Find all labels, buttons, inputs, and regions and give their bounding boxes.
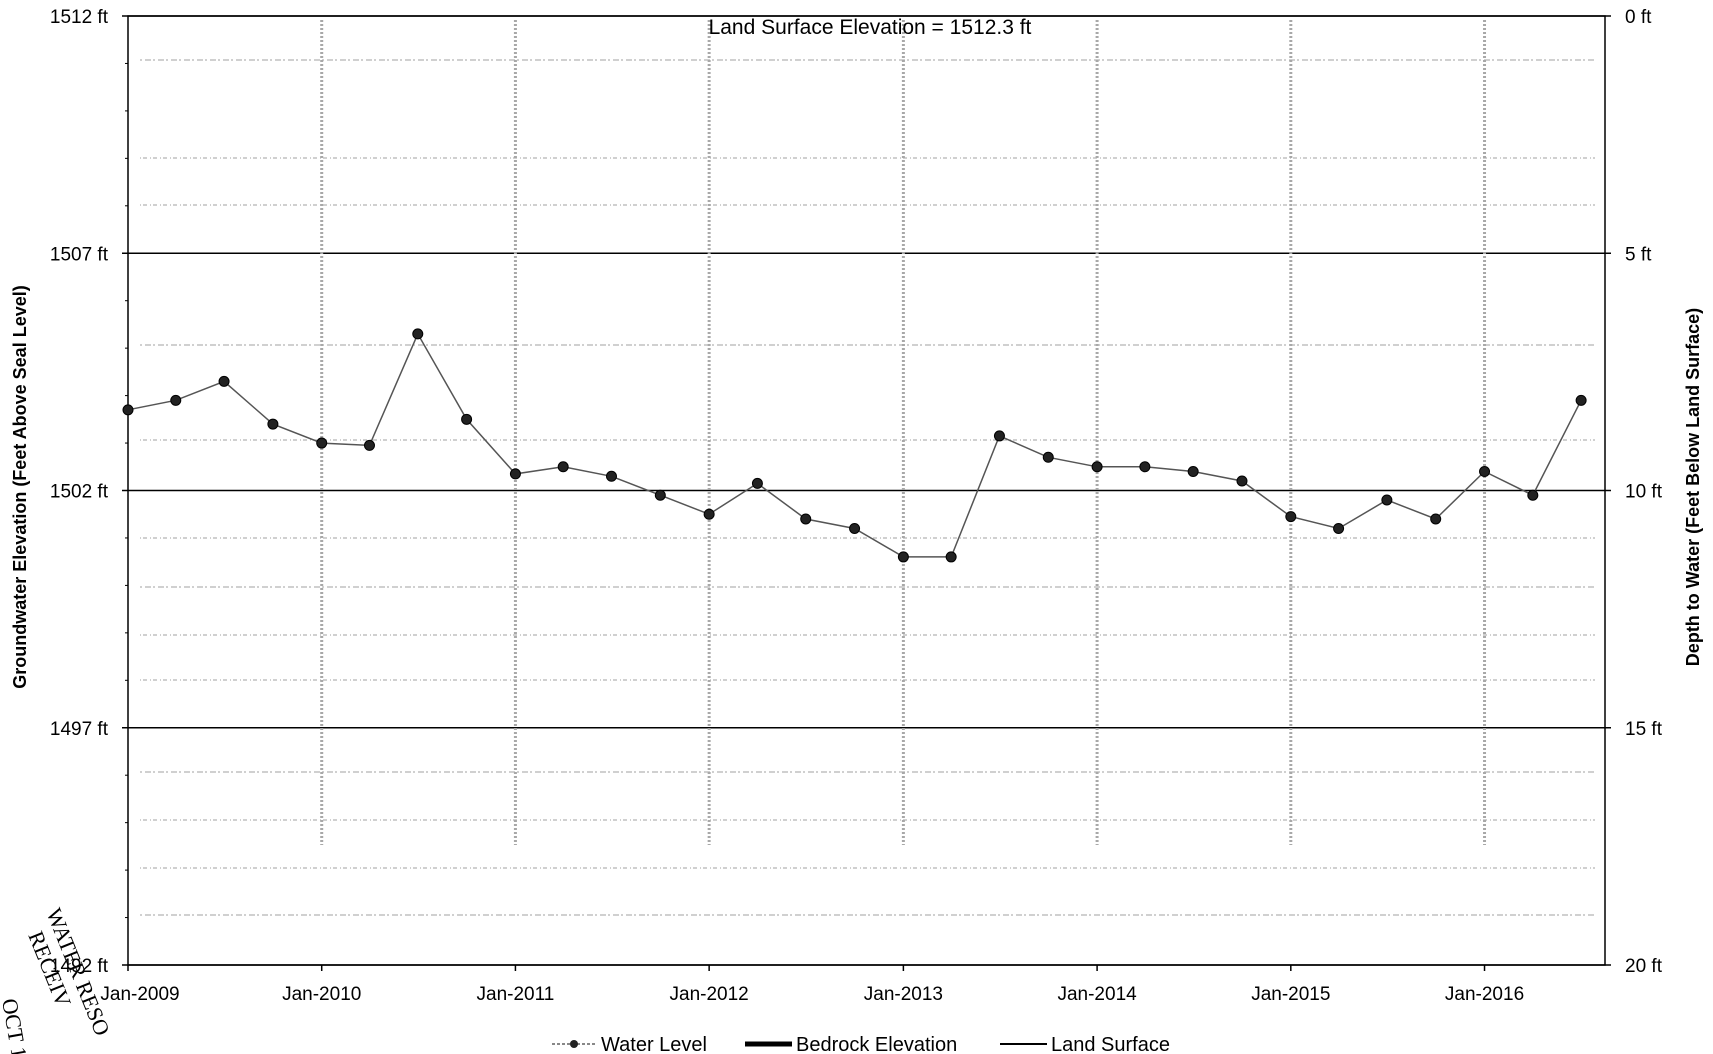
stamp-line-3: OCT 1 <box>0 997 32 1054</box>
y-tick-label-right: 15 ft <box>1625 719 1663 740</box>
water-level-point <box>316 437 328 449</box>
y-tick-label-left: 1492 ft <box>50 956 109 977</box>
water-level-point <box>1575 394 1587 406</box>
water-level-point <box>849 522 861 534</box>
x-tick-label: Jan-2009 <box>100 984 179 1005</box>
y-tick-label-right: 0 ft <box>1625 7 1652 28</box>
water-level-point <box>1479 466 1491 478</box>
water-level-point <box>703 508 715 520</box>
legend-label-bedrock-elevation: Bedrock Elevation <box>796 1034 957 1054</box>
x-tick-label: Jan-2011 <box>477 984 555 1005</box>
received-stamp: WATER RESO RECEIV OCT 1 <box>0 905 115 1054</box>
x-tick-label: Jan-2013 <box>864 984 943 1005</box>
water-level-point <box>122 404 134 416</box>
water-level-point <box>654 489 666 501</box>
y-tick-label-left: 1507 ft <box>50 244 109 265</box>
y-tick-labels-right: 0 ft 5 ft 10 ft 15 ft 20 ft <box>1625 7 1663 977</box>
water-level-point <box>1285 511 1297 523</box>
x-tick-label: Jan-2014 <box>1057 984 1137 1005</box>
y-tick-label-right: 10 ft <box>1625 482 1663 503</box>
water-level-point <box>1527 489 1539 501</box>
x-tick-label: Jan-2016 <box>1445 984 1524 1005</box>
y-tick-label-left: 1512 ft <box>50 7 109 28</box>
legend-label-land-surface: Land Surface <box>1051 1034 1170 1054</box>
water-level-point <box>363 439 375 451</box>
water-level-point <box>1042 451 1054 463</box>
vertical-dotted-gridlines <box>320 20 1487 845</box>
water-level-point <box>170 394 182 406</box>
legend-item-land-surface: Land Surface <box>1000 1034 1170 1054</box>
legend-item-water-level: Water Level <box>552 1034 707 1054</box>
water-level-point <box>1430 513 1442 525</box>
water-level-point <box>557 461 569 473</box>
water-level-point <box>1381 494 1393 506</box>
legend-marker-water-level <box>570 1040 578 1048</box>
water-level-point <box>1091 461 1103 473</box>
water-level-point <box>412 328 424 340</box>
legend-label-water-level: Water Level <box>601 1034 707 1054</box>
water-level-point <box>218 375 230 387</box>
water-level-point <box>1139 461 1151 473</box>
water-level-point <box>1333 522 1345 534</box>
water-level-point <box>605 470 617 482</box>
axis-ticks <box>122 15 1611 971</box>
water-level-point <box>945 551 957 563</box>
water-level-point <box>993 430 1005 442</box>
y-axis-title-left: Groundwater Elevation (Feet Above Seal L… <box>10 285 30 688</box>
legend: Water Level Bedrock Elevation Land Surfa… <box>552 1034 1170 1054</box>
water-level-point <box>1187 466 1199 478</box>
x-tick-label: Jan-2012 <box>670 984 749 1005</box>
legend-item-bedrock-elevation: Bedrock Elevation <box>745 1034 957 1054</box>
water-level-point <box>800 513 812 525</box>
y-tick-labels-left: 1492 ft 1497 ft 1502 ft 1507 ft 1512 ft <box>50 7 109 977</box>
water-level-series <box>122 328 1587 563</box>
x-tick-labels: Jan-2009 Jan-2010 Jan-2011 Jan-2012 Jan-2013… <box>100 984 1524 1005</box>
land-surface-annotation: Land Surface Elevation = 1512.3 ft <box>709 16 1032 39</box>
water-level-point <box>267 418 279 430</box>
x-tick-label: Jan-2010 <box>282 984 361 1005</box>
water-level-point <box>751 477 763 489</box>
x-tick-label: Jan-2015 <box>1251 984 1330 1005</box>
water-level-point <box>1236 475 1248 487</box>
y-tick-label-left: 1502 ft <box>50 482 109 503</box>
y-tick-label-right: 5 ft <box>1625 244 1652 265</box>
water-level-point <box>897 551 909 563</box>
y-tick-label-right: 20 ft <box>1625 956 1663 977</box>
y-axis-title-right: Depth to Water (Feet Below Land Surface) <box>1683 308 1703 666</box>
water-level-point <box>461 413 473 425</box>
y-tick-label-left: 1497 ft <box>50 719 109 740</box>
scan-noise <box>140 59 1595 916</box>
water-level-point <box>509 468 521 480</box>
